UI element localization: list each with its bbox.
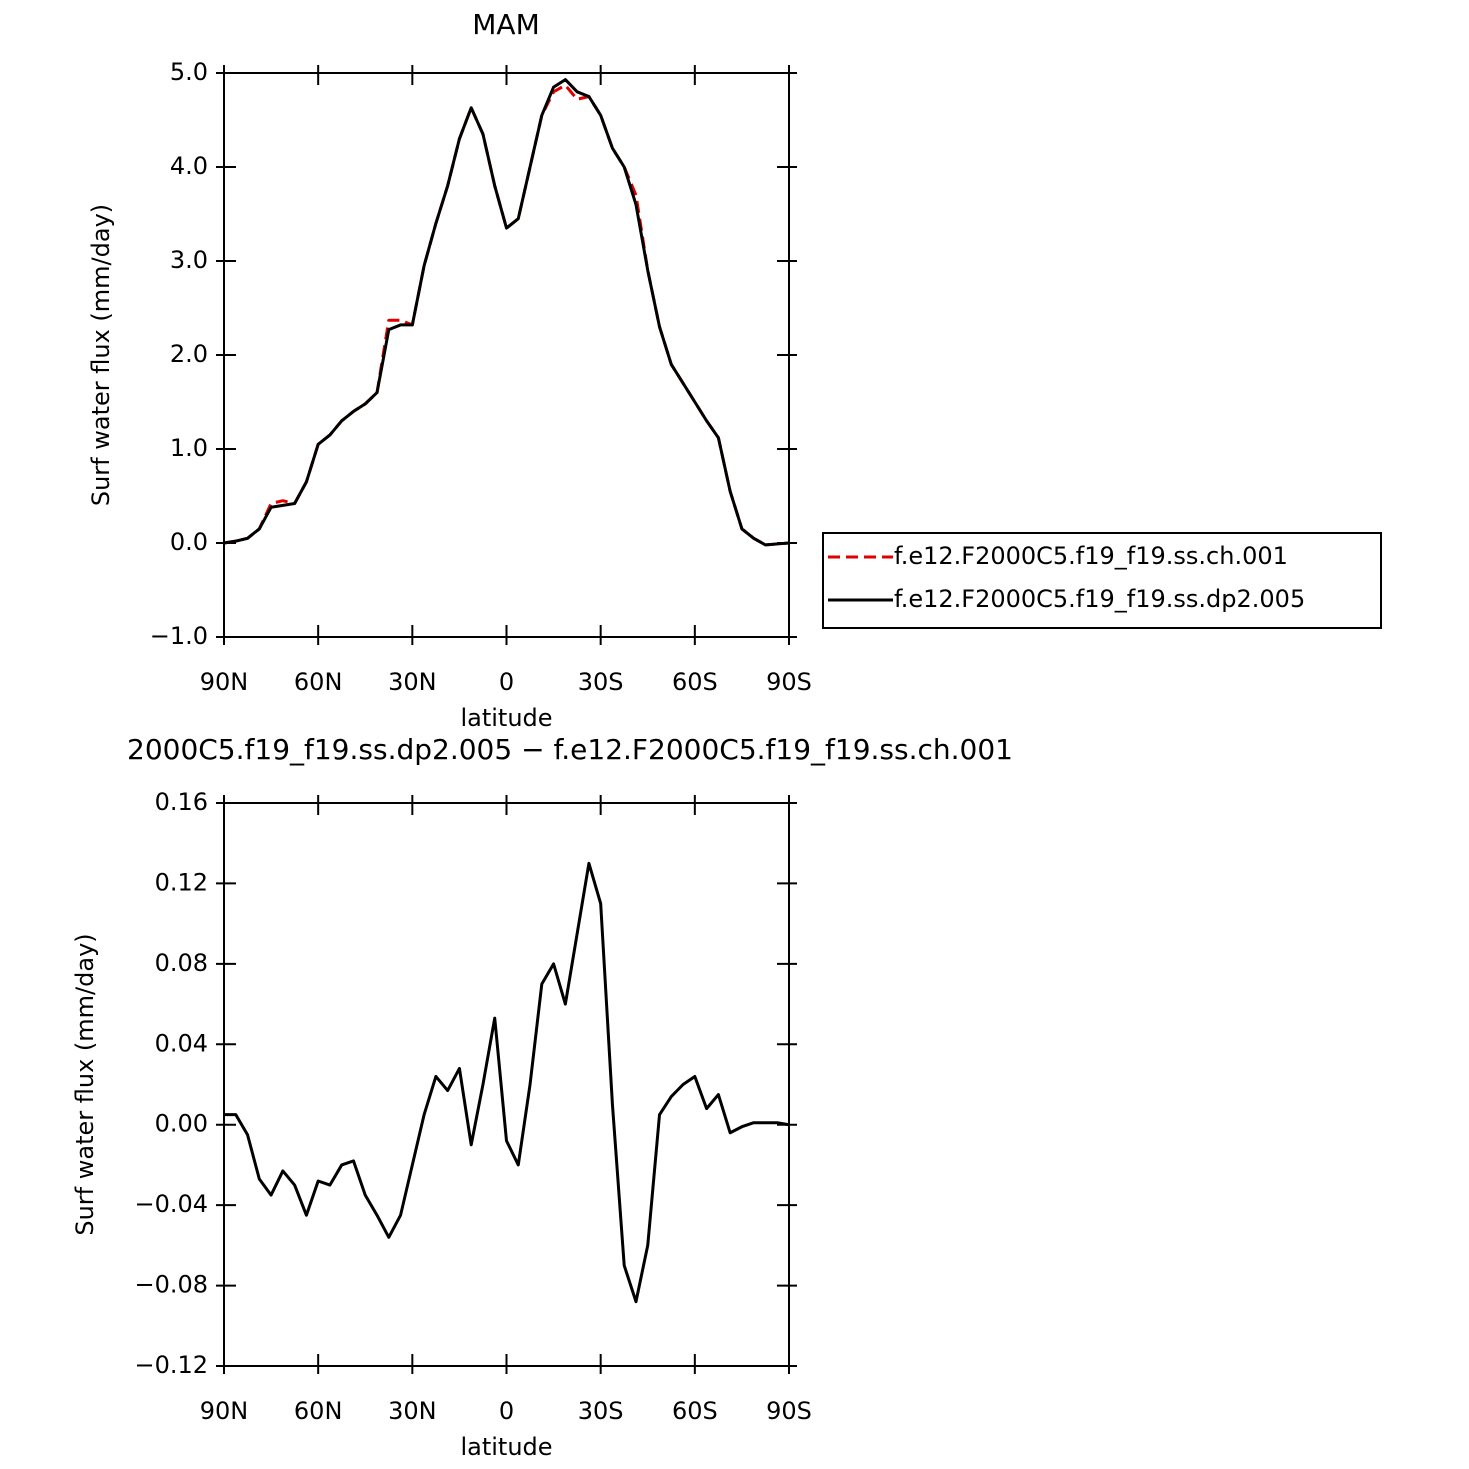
y-axis-label: Surf water flux (mm/day) bbox=[71, 933, 99, 1235]
y-tick-label: 0.08 bbox=[155, 949, 208, 977]
data-line bbox=[224, 861, 790, 1304]
x-tick-label: 90S bbox=[766, 1397, 812, 1425]
x-tick-label: 60S bbox=[672, 668, 718, 696]
y-tick-label: 0.16 bbox=[155, 788, 208, 816]
legend-label: f.e12.F2000C5.f19_f19.ss.ch.001 bbox=[894, 542, 1288, 570]
y-tick-label: 0.00 bbox=[155, 1110, 208, 1138]
x-tick-label: 90N bbox=[200, 1397, 249, 1425]
y-tick-label: −0.12 bbox=[134, 1351, 208, 1379]
legend-label: f.e12.F2000C5.f19_f19.ss.dp2.005 bbox=[894, 585, 1305, 613]
y-tick-label: 0.04 bbox=[155, 1029, 208, 1057]
x-axis-label: latitude bbox=[460, 704, 552, 732]
y-axis-label: Surf water flux (mm/day) bbox=[87, 204, 115, 506]
x-tick-label: 30S bbox=[578, 668, 624, 696]
plot-frame bbox=[223, 72, 790, 638]
x-tick-label: 30S bbox=[578, 1397, 624, 1425]
chart-title: MAM bbox=[472, 8, 539, 41]
x-tick-label: 90N bbox=[200, 668, 249, 696]
x-tick-label: 90S bbox=[766, 668, 812, 696]
y-tick-label: 0.12 bbox=[155, 868, 208, 896]
y-tick-label: 0.0 bbox=[170, 528, 208, 556]
x-tick-label: 30N bbox=[388, 668, 437, 696]
y-tick-label: −0.04 bbox=[134, 1190, 208, 1218]
y-tick-label: −0.08 bbox=[134, 1271, 208, 1299]
y-tick-label: 5.0 bbox=[170, 58, 208, 86]
plot-frame bbox=[223, 802, 790, 1367]
legend-box bbox=[822, 532, 1382, 629]
data-line bbox=[223, 78, 790, 547]
x-tick-label: 60N bbox=[294, 668, 343, 696]
y-tick-label: 3.0 bbox=[170, 246, 208, 274]
x-tick-label: 0 bbox=[499, 1397, 514, 1425]
x-axis-label: latitude bbox=[460, 1433, 552, 1461]
x-tick-label: 0 bbox=[499, 668, 514, 696]
x-tick-label: 60N bbox=[294, 1397, 343, 1425]
x-tick-label: 60S bbox=[672, 1397, 718, 1425]
x-tick-label: 30N bbox=[388, 1397, 437, 1425]
chart-title: 2000C5.f19_f19.ss.dp2.005 − f.e12.F2000C… bbox=[127, 733, 1013, 766]
y-tick-label: 1.0 bbox=[170, 434, 208, 462]
y-tick-label: 2.0 bbox=[170, 340, 208, 368]
y-tick-label: 4.0 bbox=[170, 152, 208, 180]
y-tick-label: −1.0 bbox=[150, 622, 208, 650]
